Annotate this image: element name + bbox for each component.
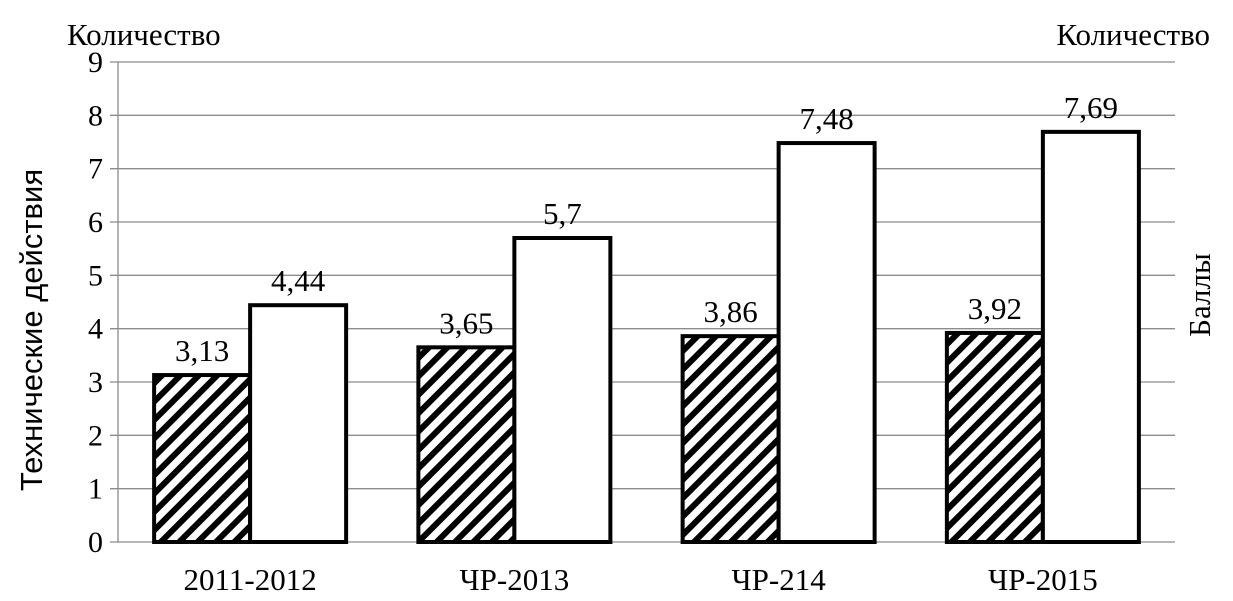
y-tick-label: 0 [88, 526, 103, 559]
data-label: 5,7 [543, 196, 582, 231]
y-tick-label: 5 [88, 259, 103, 292]
y-tick-label: 4 [88, 313, 103, 346]
bar-hatched [680, 334, 781, 544]
bar-white [512, 236, 613, 544]
y-tick-label: 7 [88, 153, 103, 186]
bar-white [1040, 129, 1141, 544]
y-axis-title-left: Технические действия [14, 169, 49, 491]
right-top-label: Количество [1056, 17, 1210, 52]
bar-white [248, 303, 349, 545]
bar-white [776, 141, 877, 544]
x-category-label: ЧР-2013 [460, 562, 570, 597]
x-category-label: ЧР-2015 [988, 562, 1098, 597]
bar-hatched [944, 330, 1045, 544]
data-label: 3,13 [175, 333, 229, 368]
y-axis-title-right: Баллы [1182, 253, 1217, 337]
y-tick-label: 3 [88, 366, 103, 399]
y-tick-label: 8 [88, 99, 103, 132]
left-top-label: Количество [67, 17, 221, 52]
y-tick-label: 2 [88, 419, 103, 452]
data-label: 7,69 [1064, 90, 1118, 125]
x-category-label: 2011-2012 [184, 562, 317, 597]
data-label: 4,44 [271, 263, 326, 298]
x-category-label: ЧР-214 [732, 562, 827, 597]
data-label: 3,65 [439, 305, 493, 340]
bar-hatched [152, 373, 253, 545]
bar-hatched [416, 345, 517, 545]
y-tick-label: 1 [88, 473, 103, 506]
data-label: 7,48 [800, 101, 854, 136]
y-tick-label: 9 [88, 46, 103, 79]
y-tick-label: 6 [88, 206, 103, 239]
data-label: 3,86 [704, 294, 758, 329]
data-label: 3,92 [968, 291, 1022, 326]
